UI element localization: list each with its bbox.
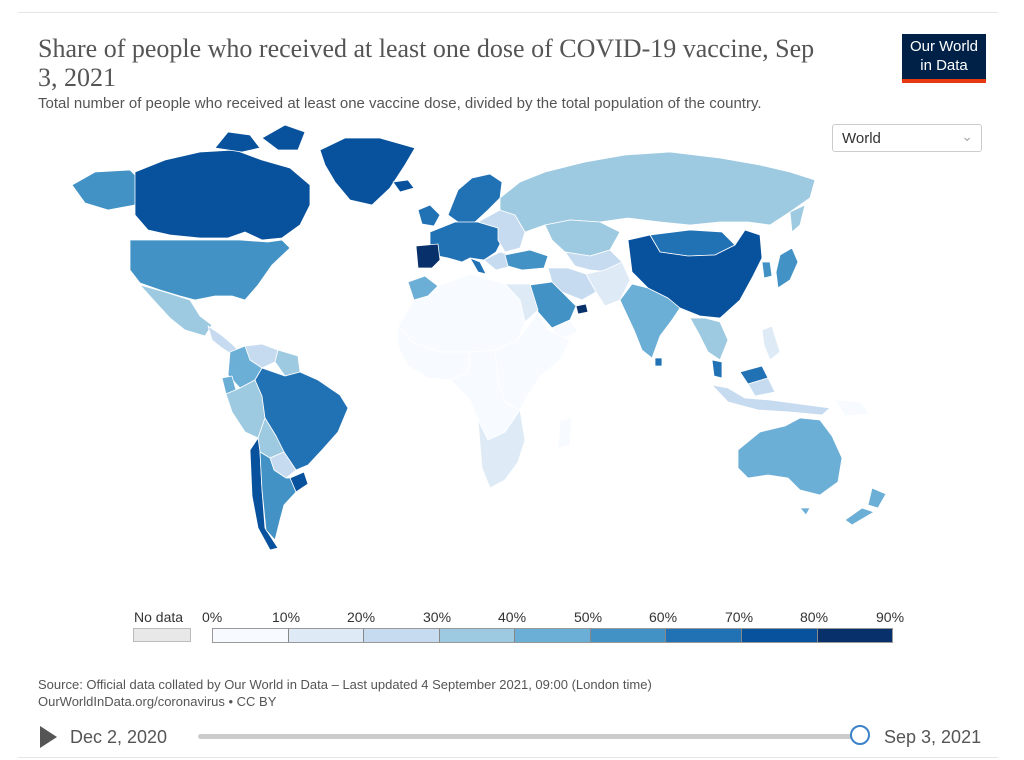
legend-bin: [817, 629, 893, 642]
map-region-madagascar[interactable]: [557, 417, 573, 449]
map-region-iceland[interactable]: [392, 179, 415, 193]
map-region-papua-new-guinea[interactable]: [834, 399, 871, 417]
timeline-start-date: Dec 2, 2020: [70, 727, 168, 747]
legend-no-data-swatch: [133, 628, 191, 642]
legend-tick-label: 70%: [725, 609, 754, 625]
play-icon[interactable]: [40, 726, 57, 748]
region-select-value: World: [842, 130, 881, 147]
map-region-southern-africa[interactable]: [477, 409, 526, 489]
map-region-malaysia[interactable]: [711, 359, 723, 379]
region-select[interactable]: World ⌄: [832, 124, 982, 152]
legend-tick-label: 80%: [800, 609, 829, 625]
map-region-philippines[interactable]: [761, 325, 781, 361]
map-region-united-states[interactable]: [129, 239, 291, 301]
map-region-mexico[interactable]: [139, 284, 213, 337]
map-region-russia[interactable]: [789, 204, 806, 233]
map-region-saudi-arabia[interactable]: [529, 281, 577, 329]
map-region-turkey[interactable]: [504, 249, 549, 271]
source-note: Source: Official data collated by Our Wo…: [38, 676, 652, 710]
map-region-indonesia[interactable]: [711, 384, 831, 416]
map-region-greenland[interactable]: [319, 137, 416, 206]
legend-bin: [288, 629, 365, 642]
map-region-india[interactable]: [619, 283, 681, 359]
map-region-argentina[interactable]: [259, 451, 297, 541]
timeline-end-date: Sep 3, 2021: [884, 727, 982, 747]
map-region-australia[interactable]: [799, 507, 811, 516]
legend-tick-label: 90%: [876, 609, 905, 625]
chart-subtitle: Total number of people who received at l…: [38, 95, 762, 112]
chevron-down-icon: ⌄: [961, 128, 973, 144]
logo-line-2: in Data: [920, 57, 968, 74]
legend-tick-label: 50%: [574, 609, 603, 625]
map-region-brazil[interactable]: [254, 367, 349, 471]
logo-accent-bar: [902, 79, 986, 83]
world-map: [71, 124, 887, 551]
map-region-japan[interactable]: [775, 247, 799, 289]
map-region-afghanistan-and-pakistan[interactable]: [585, 261, 631, 307]
map-region-indonesia[interactable]: [747, 377, 776, 397]
map-region-china[interactable]: [627, 229, 763, 319]
map-region-south-korea[interactable]: [761, 261, 773, 279]
legend-tick-label: 30%: [423, 609, 452, 625]
legend-tick-label: 0%: [202, 609, 223, 625]
source-link[interactable]: OurWorldInData.org/coronavirus • CC BY: [38, 694, 277, 709]
legend-tick-label: 60%: [649, 609, 678, 625]
timeline-slider-handle[interactable]: [850, 725, 870, 745]
map-region-southeast-asia[interactable]: [689, 317, 729, 361]
legend-tick-label: 20%: [347, 609, 376, 625]
map-region-new-zealand[interactable]: [844, 507, 875, 526]
map-region-uae[interactable]: [575, 303, 589, 315]
source-line: Source: Official data collated by Our Wo…: [38, 677, 652, 692]
legend-bin: [213, 629, 289, 642]
logo-line-1: Our World: [909, 38, 979, 55]
legend-bin: [439, 629, 516, 642]
legend-no-data-label: No data: [134, 609, 184, 625]
map-region-canada[interactable]: [134, 149, 311, 241]
legend-color-scale: [212, 628, 893, 643]
map-region-new-zealand[interactable]: [867, 487, 887, 509]
legend-bin: [666, 629, 742, 642]
owid-logo[interactable]: Our World in Data: [902, 34, 986, 83]
timeline-slider-track[interactable]: [198, 734, 858, 739]
map-region-egypt[interactable]: [504, 283, 539, 323]
legend-bin: [741, 629, 818, 642]
map-region-australia[interactable]: [737, 417, 843, 496]
top-divider: [18, 12, 998, 13]
legend-bin: [515, 629, 591, 642]
legend-bin: [364, 629, 440, 642]
chart-title: Share of people who received at least on…: [38, 34, 815, 92]
map-region-canada[interactable]: [214, 131, 261, 153]
map-region-canada[interactable]: [261, 124, 306, 151]
map-region-spain-and-portugal[interactable]: [415, 243, 441, 269]
legend-tick-label: 10%: [272, 609, 301, 625]
map-region-guianas[interactable]: [274, 349, 301, 377]
map-region-central-africa[interactable]: [449, 349, 521, 441]
map-region-chile[interactable]: [249, 437, 279, 551]
map-region-alaska[interactable]: [71, 169, 141, 211]
map-region-russia[interactable]: [499, 151, 816, 233]
bottom-divider: [18, 757, 998, 758]
map-region-sri-lanka[interactable]: [654, 357, 663, 367]
legend-bin: [590, 629, 667, 642]
map-region-western-europe[interactable]: [469, 257, 487, 275]
map-region-western-europe[interactable]: [417, 204, 441, 227]
legend-tick-label: 40%: [498, 609, 527, 625]
